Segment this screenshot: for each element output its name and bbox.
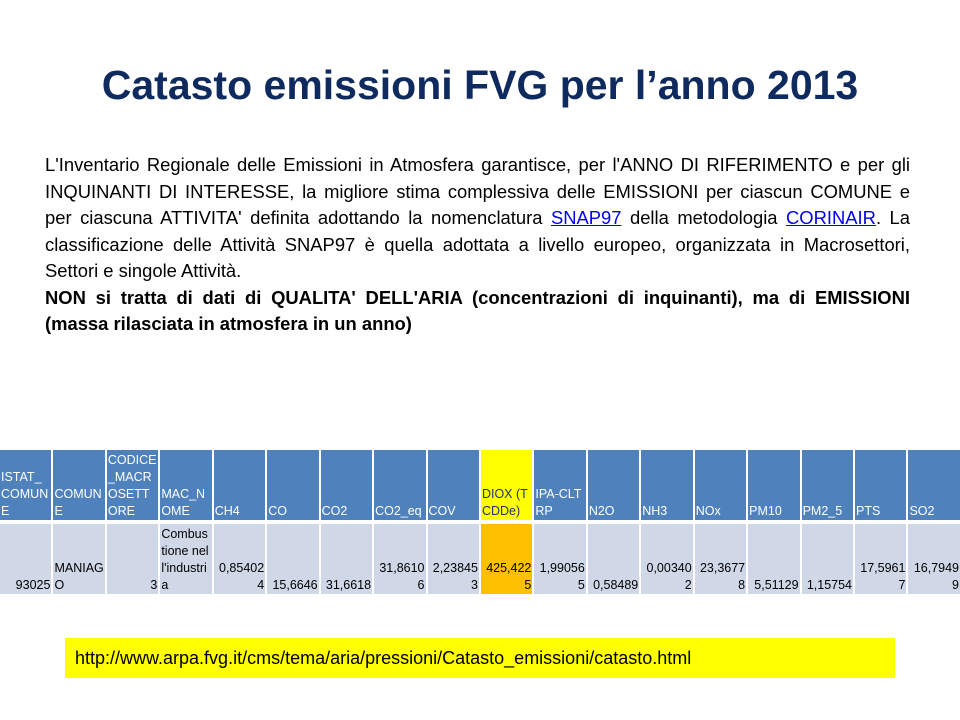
- table-cell: 16,79499: [908, 524, 960, 594]
- column-header: CODICE_MACROSETTORE: [106, 450, 159, 524]
- column-header: IPA-CLTRP: [534, 450, 586, 524]
- table-cell: 23,36778: [694, 524, 747, 594]
- column-header: DIOX (TCDDe): [480, 450, 533, 524]
- intro-paragraph: L'Inventario Regionale delle Emissioni i…: [45, 152, 910, 285]
- column-header: CO2_eq: [374, 450, 426, 524]
- table-row: 93025 MANIAGO 3 Combustione nell'industria 0…: [0, 524, 960, 594]
- table-cell: 15,6646: [267, 524, 319, 594]
- column-header: COMUNE: [53, 450, 105, 524]
- table-cell: 31,86106: [374, 524, 426, 594]
- intro-part1: L'Inventario Regionale delle Emissioni i…: [45, 154, 910, 228]
- table-cell: 0,58489: [587, 524, 640, 594]
- table-cell: 425,4225: [480, 524, 533, 594]
- table-cell: MANIAGO: [53, 524, 105, 594]
- table-cell: Combustione nell'industria: [160, 524, 212, 594]
- column-header: N2O: [587, 450, 640, 524]
- table-cell: 1,990565: [534, 524, 586, 594]
- table-cell: 93025: [0, 524, 52, 594]
- source-url[interactable]: http://www.arpa.fvg.it/cms/tema/aria/pre…: [65, 638, 895, 678]
- intro-note: NON si tratta di dati di QUALITA' DELL'A…: [45, 286, 910, 335]
- column-header: MAC_NOME: [160, 450, 212, 524]
- table-cell: 2,238453: [427, 524, 479, 594]
- column-header: SO2: [908, 450, 960, 524]
- column-header: PM10: [748, 450, 800, 524]
- column-header: CO2: [320, 450, 373, 524]
- column-header: PTS: [855, 450, 907, 524]
- column-header: NOx: [694, 450, 747, 524]
- corinair-link[interactable]: CORINAIR: [786, 207, 876, 228]
- slide-title: Catasto emissioni FVG per l’anno 2013: [101, 62, 859, 108]
- column-header: NH3: [641, 450, 693, 524]
- emissions-table: ISTAT_COMUNE COMUNE CODICE_MACROSETTORE MAC…: [0, 450, 960, 594]
- intro-text: L'Inventario Regionale delle Emissioni i…: [45, 152, 910, 338]
- table-cell: 3: [106, 524, 159, 594]
- column-header: COV: [427, 450, 479, 524]
- column-header: CH4: [213, 450, 266, 524]
- column-header: ISTAT_COMUNE: [0, 450, 52, 524]
- column-header: CO: [267, 450, 319, 524]
- table-cell: 0,854024: [213, 524, 266, 594]
- table-cell: 31,6618: [320, 524, 373, 594]
- table-cell: 0,003402: [641, 524, 693, 594]
- column-header: PM2_5: [801, 450, 853, 524]
- table-cell: 5,51129: [748, 524, 800, 594]
- intro-part3: . La classificazione delle Attività SNAP…: [45, 207, 910, 281]
- table-cell: 17,59617: [855, 524, 907, 594]
- table-header-row: ISTAT_COMUNE COMUNE CODICE_MACROSETTORE MAC…: [0, 450, 960, 524]
- intro-part2: della metodologia: [621, 207, 787, 228]
- table-cell: 1,15754: [801, 524, 853, 594]
- snap97-link[interactable]: SNAP97: [550, 207, 622, 228]
